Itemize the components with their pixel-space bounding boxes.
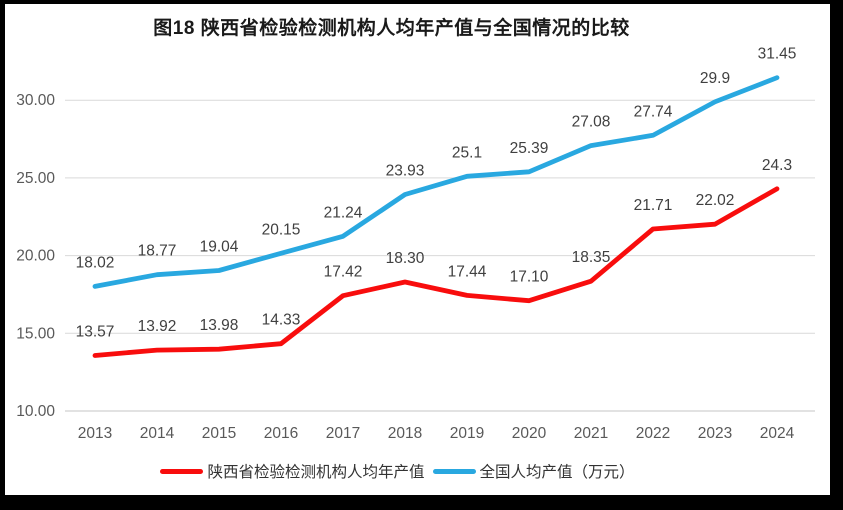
national-data-label: 19.04 (200, 239, 239, 256)
national-data-label: 23.93 (386, 163, 425, 180)
national-data-label: 25.39 (510, 140, 549, 157)
x-axis-tick-label: 2021 (574, 425, 608, 442)
national-data-label: 18.02 (76, 254, 115, 271)
x-axis-tick-label: 2024 (760, 425, 795, 442)
shaanxi-data-label: 18.30 (386, 250, 425, 267)
shaanxi-data-label: 24.3 (762, 157, 792, 174)
x-axis-tick-label: 2018 (388, 425, 422, 442)
x-axis-tick-label: 2016 (264, 425, 298, 442)
shaanxi-data-label: 21.71 (634, 197, 673, 214)
national-data-label: 21.24 (324, 204, 363, 221)
x-axis-tick-label: 2015 (202, 425, 236, 442)
shaanxi-data-label: 18.35 (572, 249, 611, 266)
x-axis-tick-label: 2022 (636, 425, 670, 442)
shaanxi-data-label: 14.33 (262, 312, 301, 329)
national-data-label: 20.15 (262, 221, 301, 238)
y-axis-tick-label: 15.00 (16, 325, 55, 342)
x-axis-tick-label: 2014 (140, 425, 175, 442)
shaanxi-data-label: 13.57 (76, 324, 115, 341)
national-data-label: 27.74 (634, 103, 673, 120)
shaanxi-data-label: 17.42 (324, 264, 363, 281)
legend-item-shaanxi: 陕西省检验检测机构人均年产值 (160, 460, 425, 482)
national-data-label: 18.77 (138, 243, 177, 260)
shaanxi-series-line (92, 186, 780, 358)
y-axis-tick-label: 20.00 (16, 248, 55, 265)
legend-item-national: 全国人均产值（万元） (432, 460, 635, 482)
shaanxi-data-label: 17.10 (510, 269, 549, 286)
shaanxi-data-label: 17.44 (448, 263, 487, 280)
x-axis-tick-label: 2013 (78, 425, 112, 442)
legend-label-national: 全国人均产值（万元） (479, 464, 635, 481)
y-axis-tick-label: 30.00 (16, 92, 55, 109)
national-data-label: 29.9 (700, 70, 730, 87)
y-axis-tick-label: 10.00 (16, 403, 55, 420)
legend-label-shaanxi: 陕西省检验检测机构人均年产值 (207, 464, 425, 481)
national-data-label: 31.45 (758, 46, 797, 63)
shaanxi-data-label: 22.02 (696, 192, 735, 209)
national-series-line (92, 75, 780, 289)
x-axis-tick-label: 2023 (698, 425, 732, 442)
national-data-label: 27.08 (572, 114, 611, 131)
x-axis-tick-label: 2019 (450, 425, 484, 442)
shaanxi-data-label: 13.98 (200, 317, 239, 334)
national-line-swatch-icon (432, 468, 476, 474)
chart-legend: 陕西省检验检测机构人均年产值 全国人均产值（万元） (0, 460, 795, 482)
shaanxi-line-swatch-icon (160, 468, 204, 474)
chart-title: 图18 陕西省检验检测机构人均年产值与全国情况的比较 (153, 18, 630, 39)
y-axis-tick-label: 25.00 (16, 170, 55, 187)
x-axis-tick-label: 2017 (326, 425, 360, 442)
x-axis-tick-label: 2020 (512, 425, 547, 442)
national-data-label: 25.1 (452, 144, 482, 161)
shaanxi-data-label: 13.92 (138, 318, 177, 335)
